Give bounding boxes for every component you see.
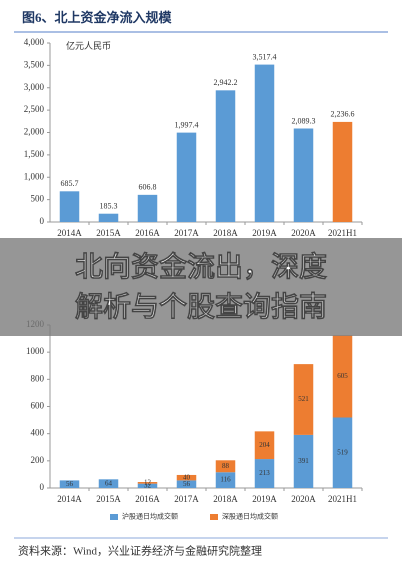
bar-segment (332, 417, 353, 488)
y-tick-label: 4,000 (24, 37, 45, 47)
overlay-band (0, 238, 402, 336)
value-label: 685.7 (61, 179, 79, 188)
value-label: 88 (222, 462, 230, 470)
bar (332, 121, 353, 222)
value-label: 605 (337, 372, 348, 380)
y-tick-label: 200 (31, 455, 45, 465)
bar-segment (137, 483, 158, 488)
overlay-title: 解析与个股查询指南 (75, 290, 327, 323)
y-tick-label: 500 (31, 194, 45, 204)
overlay-title: 北向资金流出，深度 (75, 250, 327, 283)
x-tick-label: 2014A (57, 494, 82, 504)
value-label: 2,236.6 (331, 110, 355, 119)
bar-segment (176, 480, 197, 488)
x-tick-label: 2017A (174, 494, 199, 504)
x-tick-label: 2019A (252, 494, 277, 504)
y-tick-label: 1,000 (24, 171, 45, 181)
bar (293, 128, 314, 222)
bar (176, 132, 197, 222)
x-tick-label: 2019A (252, 228, 277, 238)
legend-label: 沪股通日均成交额 (122, 512, 178, 521)
y-tick-label: 2,000 (24, 127, 45, 137)
y-tick-label: 400 (31, 428, 45, 438)
bar-segment (176, 474, 197, 481)
value-label: 12 (144, 478, 152, 486)
x-tick-label: 2021H1 (328, 494, 357, 504)
value-label: 56 (66, 480, 74, 488)
x-tick-label: 2018A (213, 494, 238, 504)
bar-segment (98, 479, 119, 488)
value-label: 32 (144, 481, 152, 489)
value-label: 2,089.3 (292, 116, 316, 125)
x-tick-label: 2021H1 (328, 228, 357, 238)
chart-title: 图6、北上资金净流入规模 (22, 10, 173, 25)
bar (59, 191, 80, 222)
value-label: 521 (298, 395, 309, 403)
value-label: 391 (298, 457, 309, 465)
x-tick-label: 2016A (135, 228, 160, 238)
charts: 0 500 1,000 1,500 2,000 2,500 3,000 3,500 4,000 2… (24, 37, 363, 521)
bar (98, 213, 119, 222)
y-tick-label: 3,000 (24, 82, 45, 92)
y-tick-label: 1000 (26, 346, 45, 356)
bar-segment (254, 431, 275, 460)
bar (254, 64, 275, 223)
bar-segment (215, 472, 236, 488)
y-tick-label: 3,500 (24, 59, 45, 69)
x-tick-label: 2020A (291, 228, 316, 238)
value-label: 213 (259, 469, 270, 477)
x-tick-label: 2015A (96, 494, 121, 504)
y-tick-label: 600 (31, 401, 45, 411)
y-tick-label: 0 (40, 482, 45, 492)
y-tick-label: 1,500 (24, 149, 45, 159)
value-label: 56 (183, 480, 191, 488)
bar (137, 194, 158, 222)
value-label: 185.3 (100, 202, 118, 211)
bar (215, 90, 236, 222)
bar-segment (293, 434, 314, 488)
legend-swatch (110, 514, 118, 520)
bar-segment (254, 459, 275, 488)
x-tick-label: 2014A (57, 228, 82, 238)
value-label: 64 (105, 479, 113, 487)
x-tick-label: 2015A (96, 228, 121, 238)
value-label: 1,997.4 (175, 120, 199, 129)
bar-segment (332, 335, 353, 418)
x-tick-label: 2020A (291, 494, 316, 504)
value-label: 116 (220, 476, 231, 484)
value-label: 3,517.4 (253, 52, 277, 61)
bar-segment (293, 364, 314, 435)
value-label: 2,942.2 (214, 78, 238, 87)
bar-segment (137, 482, 158, 484)
bar-segment (59, 480, 80, 488)
legend-label: 深股通日均成交额 (222, 512, 278, 521)
bar-segment (215, 460, 236, 473)
x-tick-label: 2016A (135, 494, 160, 504)
value-label: 606.8 (139, 183, 157, 192)
y-tick-label: 2,500 (24, 104, 45, 114)
x-tick-label: 2017A (174, 228, 199, 238)
unit-label: 亿元人民币 (66, 40, 111, 51)
y-tick-label: 0 (40, 216, 45, 226)
value-label: 204 (259, 441, 270, 449)
value-label: 519 (337, 448, 348, 456)
legend-swatch (210, 514, 218, 520)
source: 资料来源：Wind，兴业证券经济与金融研究院整理 (18, 544, 262, 558)
y-tick-label: 800 (31, 373, 45, 383)
x-tick-label: 2018A (213, 228, 238, 238)
value-label: 40 (183, 473, 191, 481)
